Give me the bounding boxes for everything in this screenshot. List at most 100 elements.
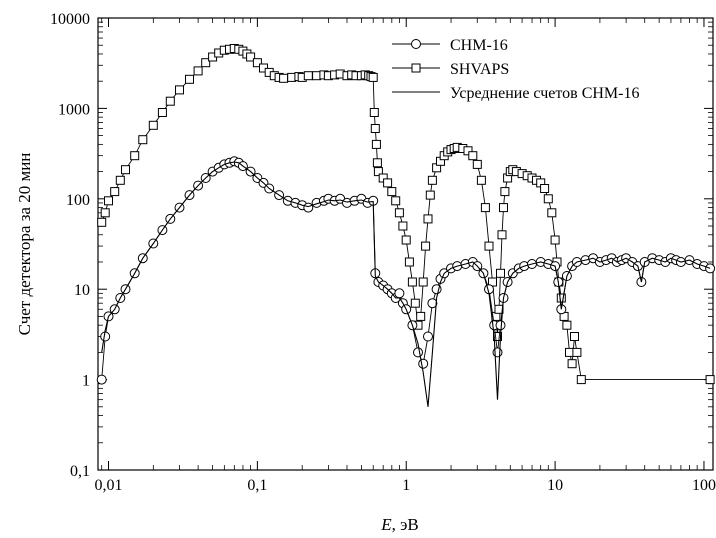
x-tick-label: 1 [402, 477, 410, 494]
data-point-square [565, 347, 574, 357]
y-axis: 0,1 1 10 100 1000 10000 [50, 11, 713, 480]
data-point-square [418, 277, 428, 287]
series-line [101, 161, 711, 407]
data-point-square [540, 184, 550, 193]
data-point-square [303, 71, 313, 81]
data-point-square [165, 96, 175, 106]
data-point-square [279, 73, 289, 83]
x-tick-label: 0,1 [247, 477, 267, 494]
data-point-square [138, 135, 148, 145]
data-point-circle [423, 331, 433, 342]
data-point-square [476, 175, 486, 185]
data-point-square [416, 311, 426, 321]
data-point-square [193, 66, 203, 76]
data-point-square [576, 375, 586, 385]
y-tick-label: 10000 [50, 11, 90, 28]
data-point-square [427, 175, 437, 185]
data-point-square [110, 187, 120, 197]
data-point-square [157, 108, 167, 117]
legend-item: СНМ-16 [392, 37, 508, 54]
data-point-square [570, 332, 579, 341]
data-point-square [387, 187, 397, 197]
data-point-square [550, 235, 560, 245]
data-point-circle [495, 320, 506, 331]
data-point-square [500, 187, 510, 197]
data-point-square [373, 167, 383, 177]
data-point-square [100, 208, 110, 218]
legend-label: СНМ-16 [450, 37, 508, 54]
legend-label: Усреднение счетов СНМ-16 [450, 85, 639, 102]
x-tick-label: 0,01 [95, 477, 123, 494]
data-point-square [556, 293, 566, 303]
legend: СНМ-16 SHVAPS Усреднение счетов СНМ-16 [392, 37, 639, 102]
data-point-square [562, 320, 572, 330]
data-point-square [401, 235, 411, 245]
y-tick-label: 10 [74, 282, 90, 299]
data-point-square [472, 159, 482, 169]
data-point-square [423, 214, 433, 224]
data-point-square [404, 257, 414, 267]
data-point-square [493, 332, 502, 341]
legend-item: Усреднение счетов СНМ-16 [392, 85, 639, 102]
data-point-square [391, 196, 401, 206]
data-point-square [705, 375, 715, 385]
data-point-square [496, 268, 505, 278]
data-point-square [372, 158, 382, 168]
data-point-square [97, 217, 107, 227]
data-point-square [407, 277, 417, 287]
data-point-square [425, 190, 435, 200]
legend-label: SHVAPS [450, 61, 509, 78]
y-tick-label: 0,1 [70, 463, 90, 480]
data-point-square [480, 203, 490, 213]
data-point-square [246, 52, 256, 62]
plot-area [96, 44, 716, 407]
data-point-square [201, 58, 211, 68]
data-point-square [468, 151, 478, 161]
data-point-square [421, 241, 431, 251]
data-point-square [130, 151, 140, 161]
data-point-square [175, 85, 184, 95]
series-circle [96, 156, 716, 385]
series-square [97, 44, 715, 385]
data-point-square [547, 208, 557, 218]
data-point-square [104, 196, 113, 206]
data-point-square [572, 347, 582, 357]
data-point-square [115, 175, 125, 185]
plot-frame [97, 17, 714, 471]
data-point-square [370, 124, 380, 133]
legend-square-marker [411, 63, 421, 73]
x-axis: 0,01 0,1 1 10 100 [95, 18, 716, 494]
data-point-square [148, 120, 158, 130]
legend-circle-marker [411, 39, 421, 49]
y-tick-label: 1 [82, 373, 90, 390]
data-point-square [497, 230, 507, 240]
data-point-square [394, 208, 404, 218]
series-line [101, 161, 711, 407]
y-tick-label: 100 [66, 192, 90, 209]
x-tick-label: 10 [547, 477, 563, 494]
data-point-square [543, 194, 553, 204]
data-point-square [121, 165, 130, 175]
legend-item: SHVAPS [392, 61, 509, 78]
data-point-circle [96, 374, 107, 385]
data-point-square [371, 139, 381, 149]
data-point-square [410, 298, 420, 308]
x-axis-label: E, эВ [380, 515, 419, 534]
data-point-square [185, 74, 194, 84]
y-axis-label: Счет детектора за 20 мин [15, 153, 34, 336]
y-tick-label: 1000 [58, 101, 90, 118]
data-point-square [369, 108, 379, 117]
data-point-circle [394, 288, 405, 299]
data-point-square [383, 178, 393, 188]
data-point-circle [303, 202, 314, 213]
data-point-circle [427, 298, 438, 309]
data-point-square [567, 359, 577, 369]
data-point-square [463, 146, 473, 156]
data-point-square [368, 72, 378, 82]
data-point-circle [413, 347, 423, 358]
data-point-square [484, 241, 494, 251]
data-point-square [499, 203, 508, 213]
data-point-square [252, 58, 262, 68]
data-point-square [398, 221, 408, 231]
